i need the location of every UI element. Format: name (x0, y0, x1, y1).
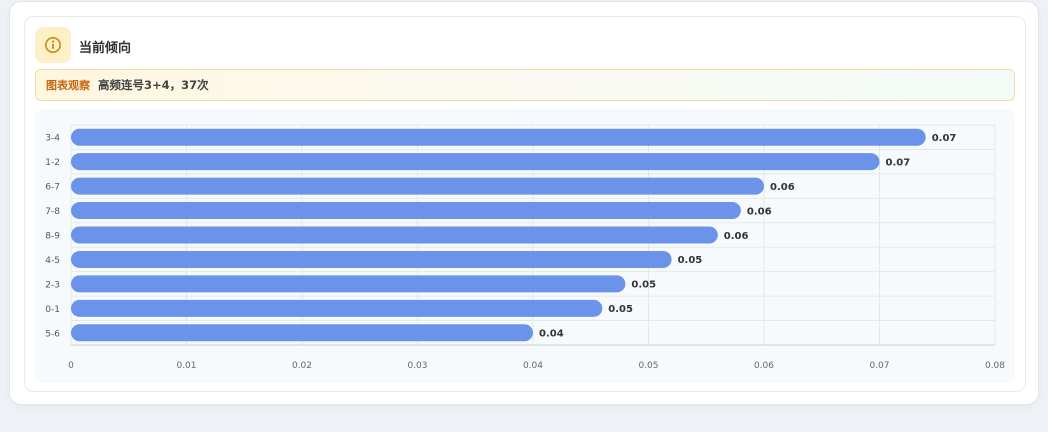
bar (71, 153, 880, 171)
info-icon (35, 27, 71, 63)
x-tick-label: 0.05 (638, 361, 658, 371)
bar (71, 324, 533, 342)
x-tick-label: 0.04 (523, 361, 543, 371)
data-label: 0.05 (631, 280, 656, 291)
outer-panel: 当前倾向 图表观察 高频连号3+4，37次 0 0.01 0.02 0.03 0.04 0… (9, 1, 1039, 405)
x-tick-label: 0.07 (869, 361, 889, 371)
y-tick-label: 3-4 (45, 134, 60, 144)
x-tick-label: 0.03 (407, 361, 427, 371)
bar (71, 250, 672, 268)
data-label: 0.07 (886, 157, 911, 168)
x-tick-label: 0.08 (985, 361, 1005, 371)
x-tick-label: 0.01 (176, 361, 196, 371)
bar (71, 226, 718, 244)
bar (71, 275, 626, 293)
data-label: 0.06 (770, 182, 795, 193)
y-tick-label: 8-9 (45, 232, 60, 242)
x-tick-label: 0.06 (754, 361, 774, 371)
data-label: 0.05 (678, 255, 703, 266)
bar (71, 202, 741, 220)
y-tick-label: 1-2 (45, 158, 60, 168)
data-label: 0.04 (539, 329, 564, 340)
y-tick-label: 2-3 (45, 280, 60, 290)
data-label: 0.07 (932, 133, 957, 144)
bar (71, 128, 926, 146)
data-label: 0.06 (724, 231, 749, 242)
card-title: 当前倾向 (79, 41, 132, 56)
bar (71, 299, 603, 317)
y-tick-label: 0-1 (45, 305, 60, 315)
observation-text: 高频连号3+4，37次 (98, 78, 209, 92)
x-tick-label: 0 (68, 361, 74, 371)
bar-chart: 0 0.01 0.02 0.03 0.04 0.05 0.06 0.07 0.08 3-4 0.07… (45, 124, 1005, 371)
y-tick-label: 5-6 (45, 329, 60, 339)
y-tick-label: 6-7 (45, 183, 60, 193)
data-label: 0.05 (608, 304, 633, 315)
y-tick-label: 4-5 (45, 256, 60, 266)
observation-banner: 图表观察 高频连号3+4，37次 (35, 69, 1015, 101)
chart-container: 0 0.01 0.02 0.03 0.04 0.05 0.06 0.07 0.08 3-4 0.07… (35, 109, 1015, 383)
y-tick-label: 7-8 (45, 207, 60, 217)
data-label: 0.06 (747, 206, 772, 217)
observation-tag: 图表观察 (46, 79, 90, 92)
bar (71, 177, 764, 195)
tendency-card: 当前倾向 图表观察 高频连号3+4，37次 0 0.01 0.02 0.03 0.04 0… (24, 16, 1026, 392)
x-tick-label: 0.02 (292, 361, 312, 371)
